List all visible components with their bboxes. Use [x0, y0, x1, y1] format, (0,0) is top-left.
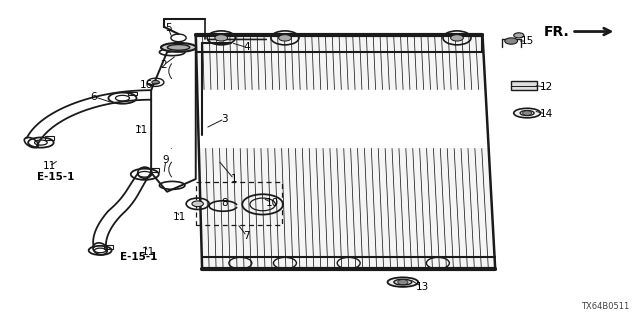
Circle shape — [451, 35, 463, 41]
Text: 14: 14 — [540, 109, 553, 119]
Circle shape — [397, 280, 408, 285]
Bar — [104, 245, 113, 249]
Circle shape — [152, 80, 159, 84]
Text: 2: 2 — [161, 60, 167, 70]
Text: 9: 9 — [163, 155, 169, 165]
Ellipse shape — [388, 277, 418, 287]
Circle shape — [505, 38, 518, 44]
Text: 16: 16 — [140, 80, 154, 91]
Text: E-15-1: E-15-1 — [37, 172, 74, 182]
Text: 10: 10 — [266, 198, 279, 208]
Text: TX64B0511: TX64B0511 — [581, 302, 629, 311]
Ellipse shape — [520, 110, 534, 116]
Ellipse shape — [161, 43, 196, 52]
Text: 12: 12 — [540, 82, 553, 92]
Text: 4: 4 — [243, 42, 250, 52]
Text: 15: 15 — [520, 36, 534, 46]
Bar — [128, 92, 137, 95]
Text: 5: 5 — [165, 23, 172, 33]
Circle shape — [192, 201, 204, 207]
Polygon shape — [196, 35, 495, 269]
Ellipse shape — [168, 44, 189, 50]
Ellipse shape — [514, 108, 540, 118]
Text: 11: 11 — [173, 212, 186, 222]
Bar — [196, 182, 282, 225]
Ellipse shape — [394, 279, 412, 285]
Bar — [511, 81, 537, 90]
Text: 7: 7 — [243, 231, 250, 241]
Text: 6: 6 — [90, 92, 97, 101]
Bar — [45, 137, 54, 140]
Circle shape — [278, 35, 291, 41]
Circle shape — [215, 35, 228, 41]
Text: 11: 11 — [135, 125, 148, 135]
Text: 3: 3 — [221, 114, 228, 124]
Circle shape — [514, 33, 524, 38]
Text: 13: 13 — [415, 282, 429, 292]
Text: 11: 11 — [141, 247, 155, 257]
Circle shape — [523, 111, 532, 115]
Text: 8: 8 — [221, 198, 228, 208]
Text: 11: 11 — [42, 161, 56, 171]
Text: FR.: FR. — [544, 25, 570, 38]
Bar — [150, 168, 159, 172]
Text: E-15-1: E-15-1 — [120, 252, 157, 262]
Text: 1: 1 — [230, 174, 237, 184]
